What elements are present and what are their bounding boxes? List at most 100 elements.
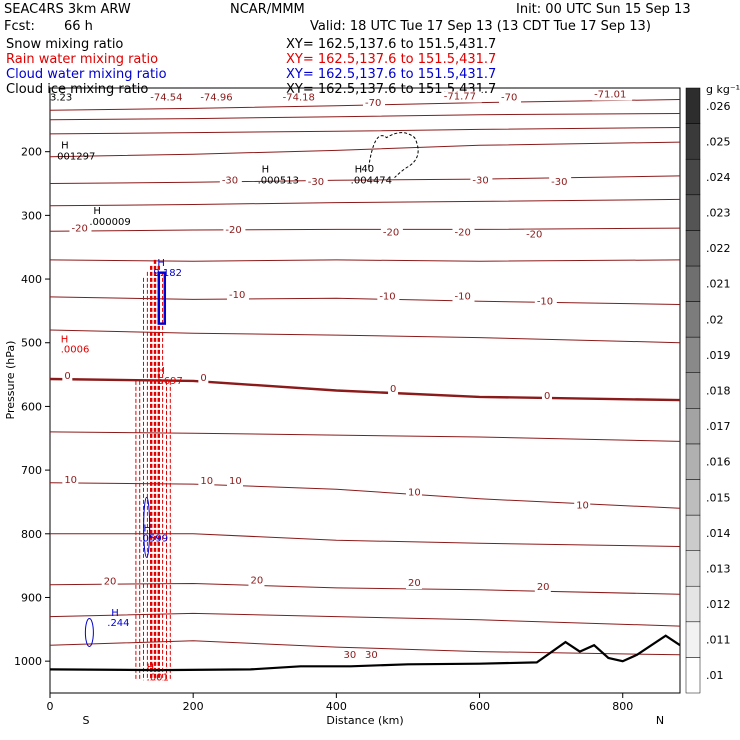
rain-max-label-marker: H [157,366,165,377]
cloud-ice-contour [368,132,419,178]
temperature-contour-label: -30 [222,176,238,187]
contour-label-background [341,649,358,661]
field-rain-name: Rain water mixing ratio [6,52,158,67]
contour-label-background [452,227,475,239]
y-tick-label: 400 [21,273,42,286]
contour-label-background [69,223,92,235]
temperature-contour-line [49,141,681,158]
temperature-contour-label: -10 [537,297,553,308]
x-tick-label: 0 [47,700,54,713]
contour-label-background [441,91,482,103]
snow-ice-label: 40 [361,164,374,175]
temperature-contour-label: -10 [454,291,470,302]
temperature-contour-line [49,127,681,135]
temperature-contour-label: 10 [200,476,213,487]
temperature-contour-line [49,227,681,232]
cloud-water-marker: H [111,608,119,619]
contour-label-background [377,291,400,303]
contour-label-background [534,296,557,308]
y-tick-label: 800 [21,528,42,541]
colorbar-label: .022 [706,242,731,255]
contour-label-background [248,575,265,587]
x-tick-label: 200 [183,700,204,713]
y-tick-label: 900 [21,591,42,604]
snow-ice-label: 3.23 [50,93,72,104]
temperature-contour-label: -70 [365,98,381,109]
temperature-contour-line [50,533,681,547]
colorbar-swatch [685,443,701,480]
temperature-contour-label: -74.54 [150,93,182,104]
colorbar-swatch [685,87,701,124]
y-tick-label: 500 [21,337,42,350]
y-tick-label: 1000 [14,655,42,668]
contour-label-background [592,89,633,101]
contour-label-background [219,175,242,187]
rain-min-label-marker: H [61,334,69,345]
colorbar-swatch [685,301,701,338]
temperature-contour-label: 10 [576,500,589,511]
colorbar-label: .011 [706,634,731,647]
temperature-contour-line [49,259,681,262]
temperature-contour-label: -70 [501,93,517,104]
temperature-contour-label: 30 [344,650,357,661]
temperature-contour-label: 10 [408,488,421,499]
y-tick-label: 600 [21,400,42,413]
snow-ice-label: .000513 [258,176,299,187]
colorbar-swatch [685,514,701,551]
colorbar-label: .019 [706,349,731,362]
contour-label-background [405,578,422,590]
contour-label-background [405,487,422,499]
field-snow-name: Snow mixing ratio [6,37,123,52]
temperature-contour-label: -30 [472,176,488,187]
temperature-contour-label: 0 [200,373,206,384]
colorbar-label: .021 [706,278,731,291]
colorbar-label: .025 [706,135,731,148]
contour-label-background [226,476,243,488]
temperature-contour-label: -71.77 [444,91,476,102]
contour-label-background [452,291,475,303]
contour-label-background [101,576,118,588]
colorbar-label: .015 [706,491,731,504]
contour-label-background [148,92,189,104]
x-tick-label: 800 [612,700,633,713]
temperature-contour-line [49,377,681,402]
contour-label-background [534,581,551,593]
rain-bottom-label: .001 [147,672,169,683]
colorbar-swatch [685,621,701,658]
temperature-contour-line [49,99,681,111]
temperature-contour-label: 20 [250,575,263,586]
cloud-water-label: .244 [107,618,129,629]
y-tick-label: 200 [21,146,42,159]
colorbar-swatch [685,230,701,267]
plot-area: -70 -70 -74.54 -74.96 -74.18 -71.77 -71.01 -30 -… [14,87,681,713]
contour-label-background [574,500,591,512]
rain-min-label: .0006 [61,344,90,355]
colorbar-label: .018 [706,385,731,398]
colorbar-label: .02 [706,313,724,326]
fcst-label: Fcst: [4,19,35,34]
temperature-contour-line [49,175,681,184]
snow-ice-label: .004474 [351,176,392,187]
x-tick-label: 400 [326,700,347,713]
x-tick-label: 600 [469,700,490,713]
temperature-contour-line [49,198,681,207]
cloud-water-contour [84,618,94,647]
contour-label-background [388,383,399,395]
colorbar-label: .023 [706,207,731,220]
colorbar-swatch [685,336,701,373]
contour-label-background [62,474,79,486]
temperature-contour-label: 20 [537,582,550,593]
y-tick-label: 700 [21,464,42,477]
colorbar-label: .01 [706,669,724,682]
temperature-contour-label: -30 [551,177,567,188]
contour-label-background [280,92,321,104]
temperature-contour-label: 0 [390,384,396,395]
temperature-contour-label: 30 [365,650,378,661]
temperature-contour-line [49,640,681,656]
cloud-water-max-marker: H [157,258,165,269]
temperature-contour-label: 0 [64,371,70,382]
colorbar-swatch [685,408,701,445]
x-axis-left-end: S [83,714,90,727]
temperature-contour-label: 20 [408,578,421,589]
colorbar-swatch [685,657,701,694]
